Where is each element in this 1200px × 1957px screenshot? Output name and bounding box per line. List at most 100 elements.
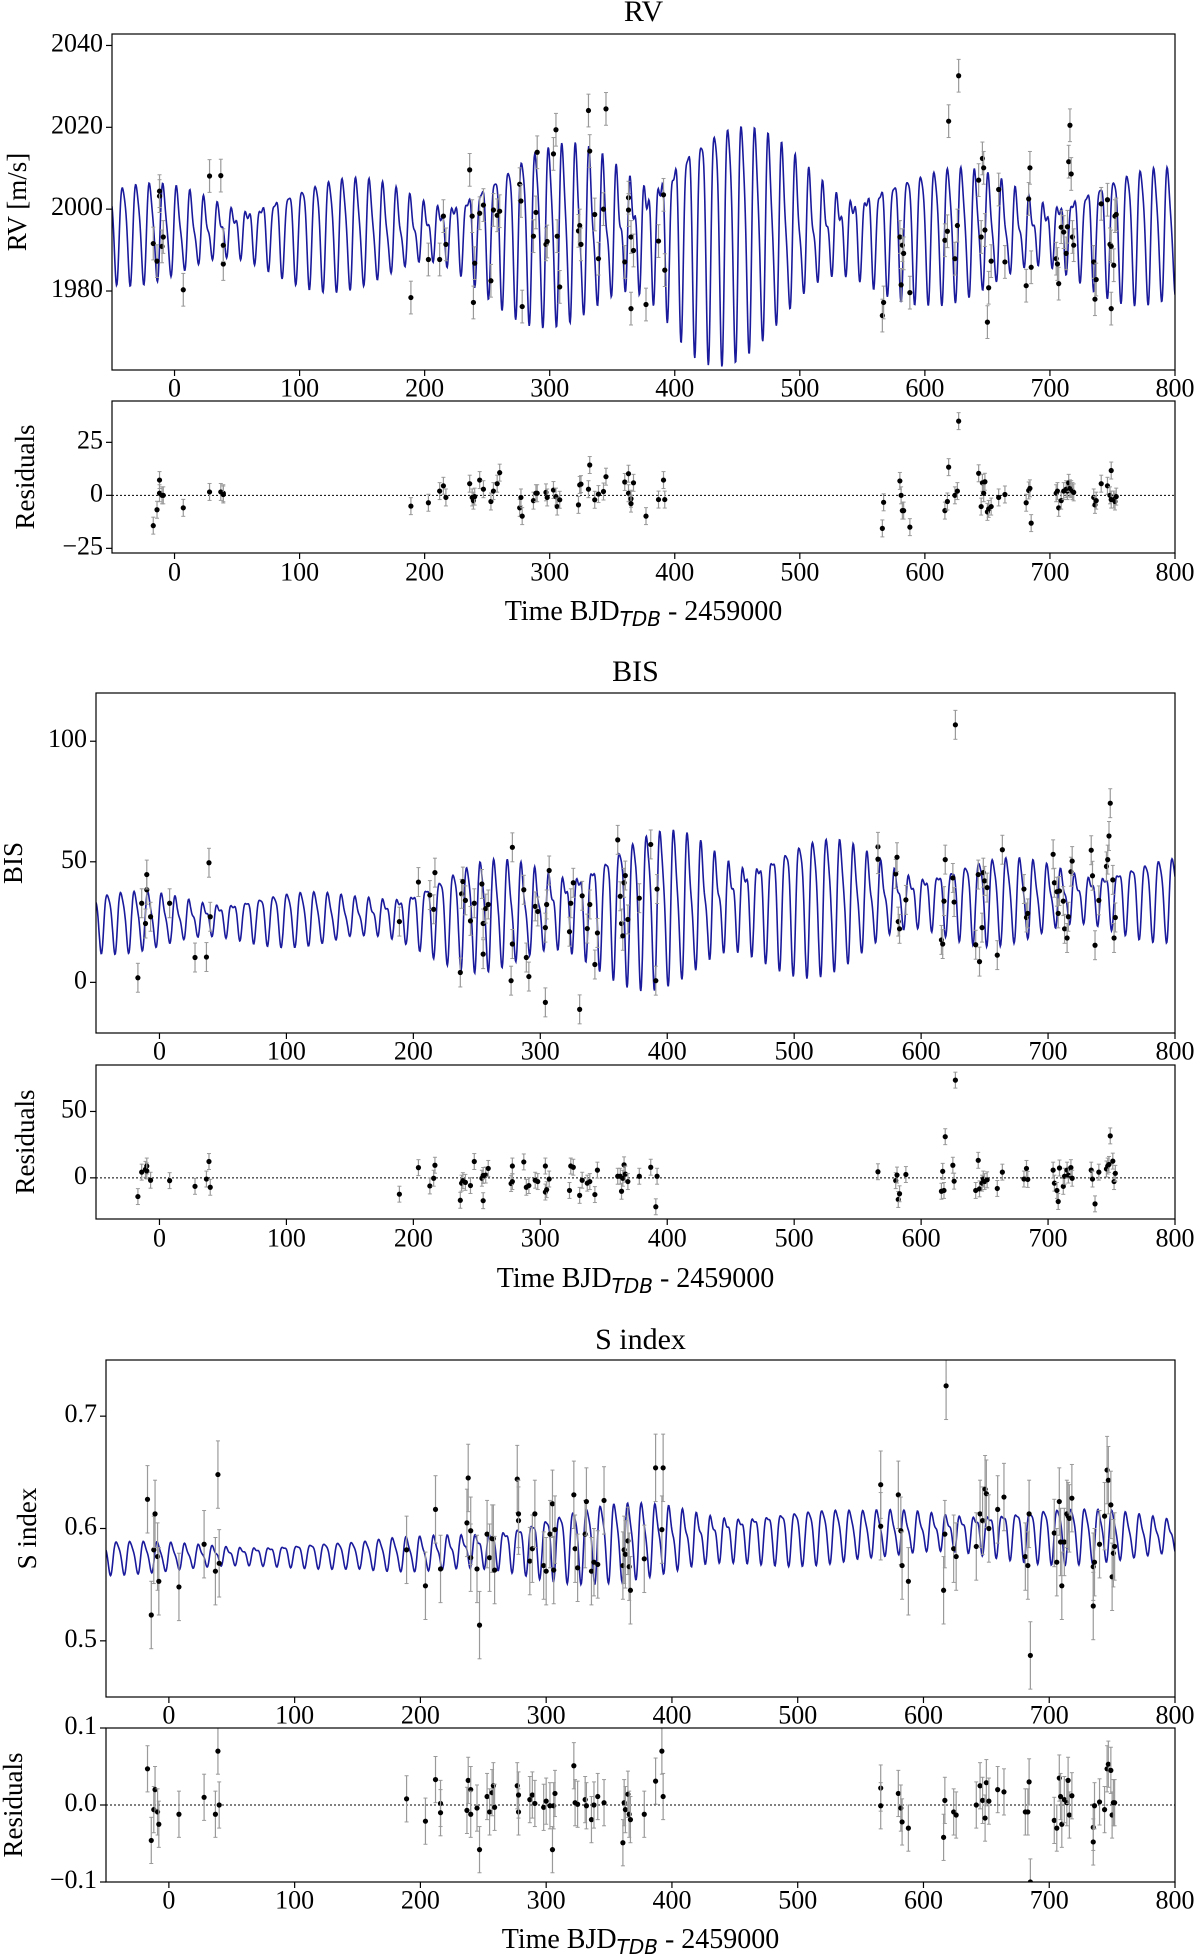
residual-point: [944, 498, 950, 505]
residual-point: [878, 1803, 884, 1809]
data-point: [628, 306, 634, 312]
data-point: [988, 258, 994, 264]
x-tick-label: 700: [1030, 1885, 1069, 1914]
x-tick-label: 100: [280, 557, 319, 586]
data-point: [192, 954, 198, 961]
data-point: [630, 247, 637, 254]
data-point: [953, 1553, 959, 1560]
residual-point: [1056, 1165, 1063, 1171]
data-point: [484, 1531, 490, 1537]
data-point: [550, 151, 557, 157]
residual-point: [203, 1176, 210, 1182]
residual-point: [1098, 481, 1104, 487]
data-point: [1112, 1543, 1118, 1550]
x-tick-label: 200: [394, 1223, 433, 1252]
residual-point: [474, 1805, 480, 1811]
residuals-axes: 0 100 200 300 400 500 600 700 800 −25 0 25 Residuals: [10, 400, 1195, 586]
data-point: [457, 969, 463, 976]
x-tick-label: 800: [1156, 1036, 1195, 1065]
residual-point: [1108, 1767, 1114, 1773]
data-point: [662, 267, 668, 273]
y-tick-label: 0.7: [65, 1399, 98, 1428]
residual-point: [625, 1178, 631, 1185]
residual-point: [1112, 1170, 1118, 1176]
data-point: [994, 952, 1000, 958]
data-point: [1058, 224, 1064, 230]
residuals-axes: 0 100 200 300 400 500 600 700 800 −0.1 0.0 0.1 Resid…: [0, 1711, 1195, 1914]
y-tick-label: 100: [48, 724, 87, 753]
data-point: [1092, 296, 1098, 302]
x-axis-label-subscript: TDB: [612, 1274, 653, 1298]
plot-content: [112, 58, 1175, 367]
y-tick-label: 50: [61, 1094, 87, 1123]
x-tick-label: 700: [1029, 1036, 1068, 1065]
data-point: [1108, 243, 1114, 250]
residual-point: [518, 494, 524, 501]
residual-point: [940, 1834, 947, 1840]
residual-point: [521, 1159, 527, 1165]
x-tick-label: 400: [652, 1700, 691, 1729]
residual-point: [494, 481, 500, 487]
residual-point: [1068, 1165, 1074, 1171]
plot-area: [106, 1728, 1175, 1882]
data-point: [981, 878, 988, 884]
data-point: [494, 212, 500, 218]
data-point: [648, 841, 654, 848]
data-point: [942, 1531, 948, 1537]
data-point: [1021, 886, 1027, 892]
data-point: [1071, 242, 1077, 248]
data-point: [148, 1612, 154, 1618]
data-point: [206, 860, 212, 866]
residual-point: [541, 1804, 547, 1810]
residual-point: [546, 1176, 552, 1182]
x-axis-label: Time BJDTDB - 2459000: [505, 596, 783, 631]
residual-point: [220, 491, 226, 498]
data-point: [1088, 847, 1094, 853]
data-point: [440, 213, 447, 219]
data-point: [627, 1587, 634, 1593]
residual-point: [659, 1748, 665, 1754]
y-tick-label: −0.1: [50, 1865, 97, 1894]
data-point: [622, 872, 628, 879]
residual-point: [486, 1809, 493, 1815]
residual-point: [942, 1134, 948, 1140]
x-tick-label: 400: [655, 557, 694, 586]
data-point: [201, 1541, 207, 1547]
residual-point: [1025, 1809, 1031, 1815]
residual-point: [592, 497, 598, 503]
model-line: [96, 829, 1175, 992]
data-point: [951, 899, 957, 905]
data-point: [147, 914, 154, 920]
residual-point: [150, 523, 156, 529]
residual-point: [1054, 1187, 1060, 1194]
residual-point: [1071, 489, 1077, 495]
data-point: [625, 916, 631, 923]
residual-point: [403, 1796, 410, 1802]
data-point: [1061, 926, 1068, 932]
data-point: [601, 1497, 607, 1504]
data-point: [979, 1518, 986, 1524]
y-tick-label: 25: [77, 425, 103, 454]
residual-point: [986, 1798, 992, 1804]
data-point: [995, 1506, 1001, 1513]
residual-point: [1057, 1793, 1064, 1800]
data-point: [206, 173, 213, 179]
data-point: [1110, 877, 1116, 883]
residual-point: [896, 1191, 903, 1197]
data-point: [1025, 910, 1031, 916]
data-point: [622, 1551, 629, 1557]
model-line: [112, 126, 1175, 367]
residual-point: [625, 490, 632, 496]
data-point: [1027, 165, 1033, 171]
axes-frame: [111, 400, 1176, 554]
data-point: [1054, 1559, 1060, 1565]
y-axis-label: BIS: [0, 842, 28, 884]
data-point: [584, 925, 590, 932]
data-point: [144, 871, 150, 878]
residual-point: [152, 1787, 158, 1793]
residual-point: [895, 1790, 901, 1797]
x-tick-label: 0: [168, 373, 181, 402]
data-point: [901, 250, 907, 256]
residual-point: [440, 483, 447, 489]
